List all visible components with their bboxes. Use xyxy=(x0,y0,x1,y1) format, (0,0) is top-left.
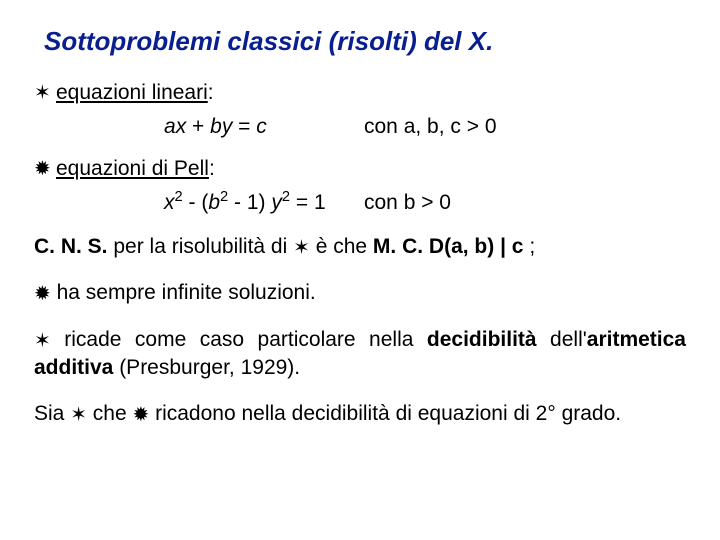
para-presburger: ✶ ricade come caso particolare nella dec… xyxy=(34,326,686,383)
bullet-pell-equations: ✹ equazioni di Pell: xyxy=(34,157,686,181)
para-infinite-solutions: ✹ ha sempre infinite soluzioni. xyxy=(34,279,686,307)
starburst-icon: ✹ xyxy=(34,159,56,179)
star6-icon: ✶ xyxy=(34,83,56,103)
bullet-label: equazioni lineari: xyxy=(56,81,214,105)
equation-linear-lhs: ax + by = c xyxy=(34,115,364,139)
equation-pell: x2 - (b2 - 1) y2 = 1 con b > 0 xyxy=(34,191,686,215)
bullet-linear-equations: ✶ equazioni lineari: xyxy=(34,81,686,105)
equation-linear-cond: con a, b, c > 0 xyxy=(364,115,686,139)
slide-title: Sottoproblemi classici (risolti) del X. xyxy=(44,26,686,57)
equation-pell-lhs: x2 - (b2 - 1) y2 = 1 xyxy=(34,191,364,215)
bullet-label: equazioni di Pell: xyxy=(56,157,215,181)
equation-pell-cond: con b > 0 xyxy=(364,191,686,215)
equation-linear: ax + by = c con a, b, c > 0 xyxy=(34,115,686,139)
para-cns: C. N. S. per la risolubilità di ✶ è che … xyxy=(34,233,686,261)
para-second-degree: Sia ✶ che ✹ ricadono nella decidibilità … xyxy=(34,400,686,428)
